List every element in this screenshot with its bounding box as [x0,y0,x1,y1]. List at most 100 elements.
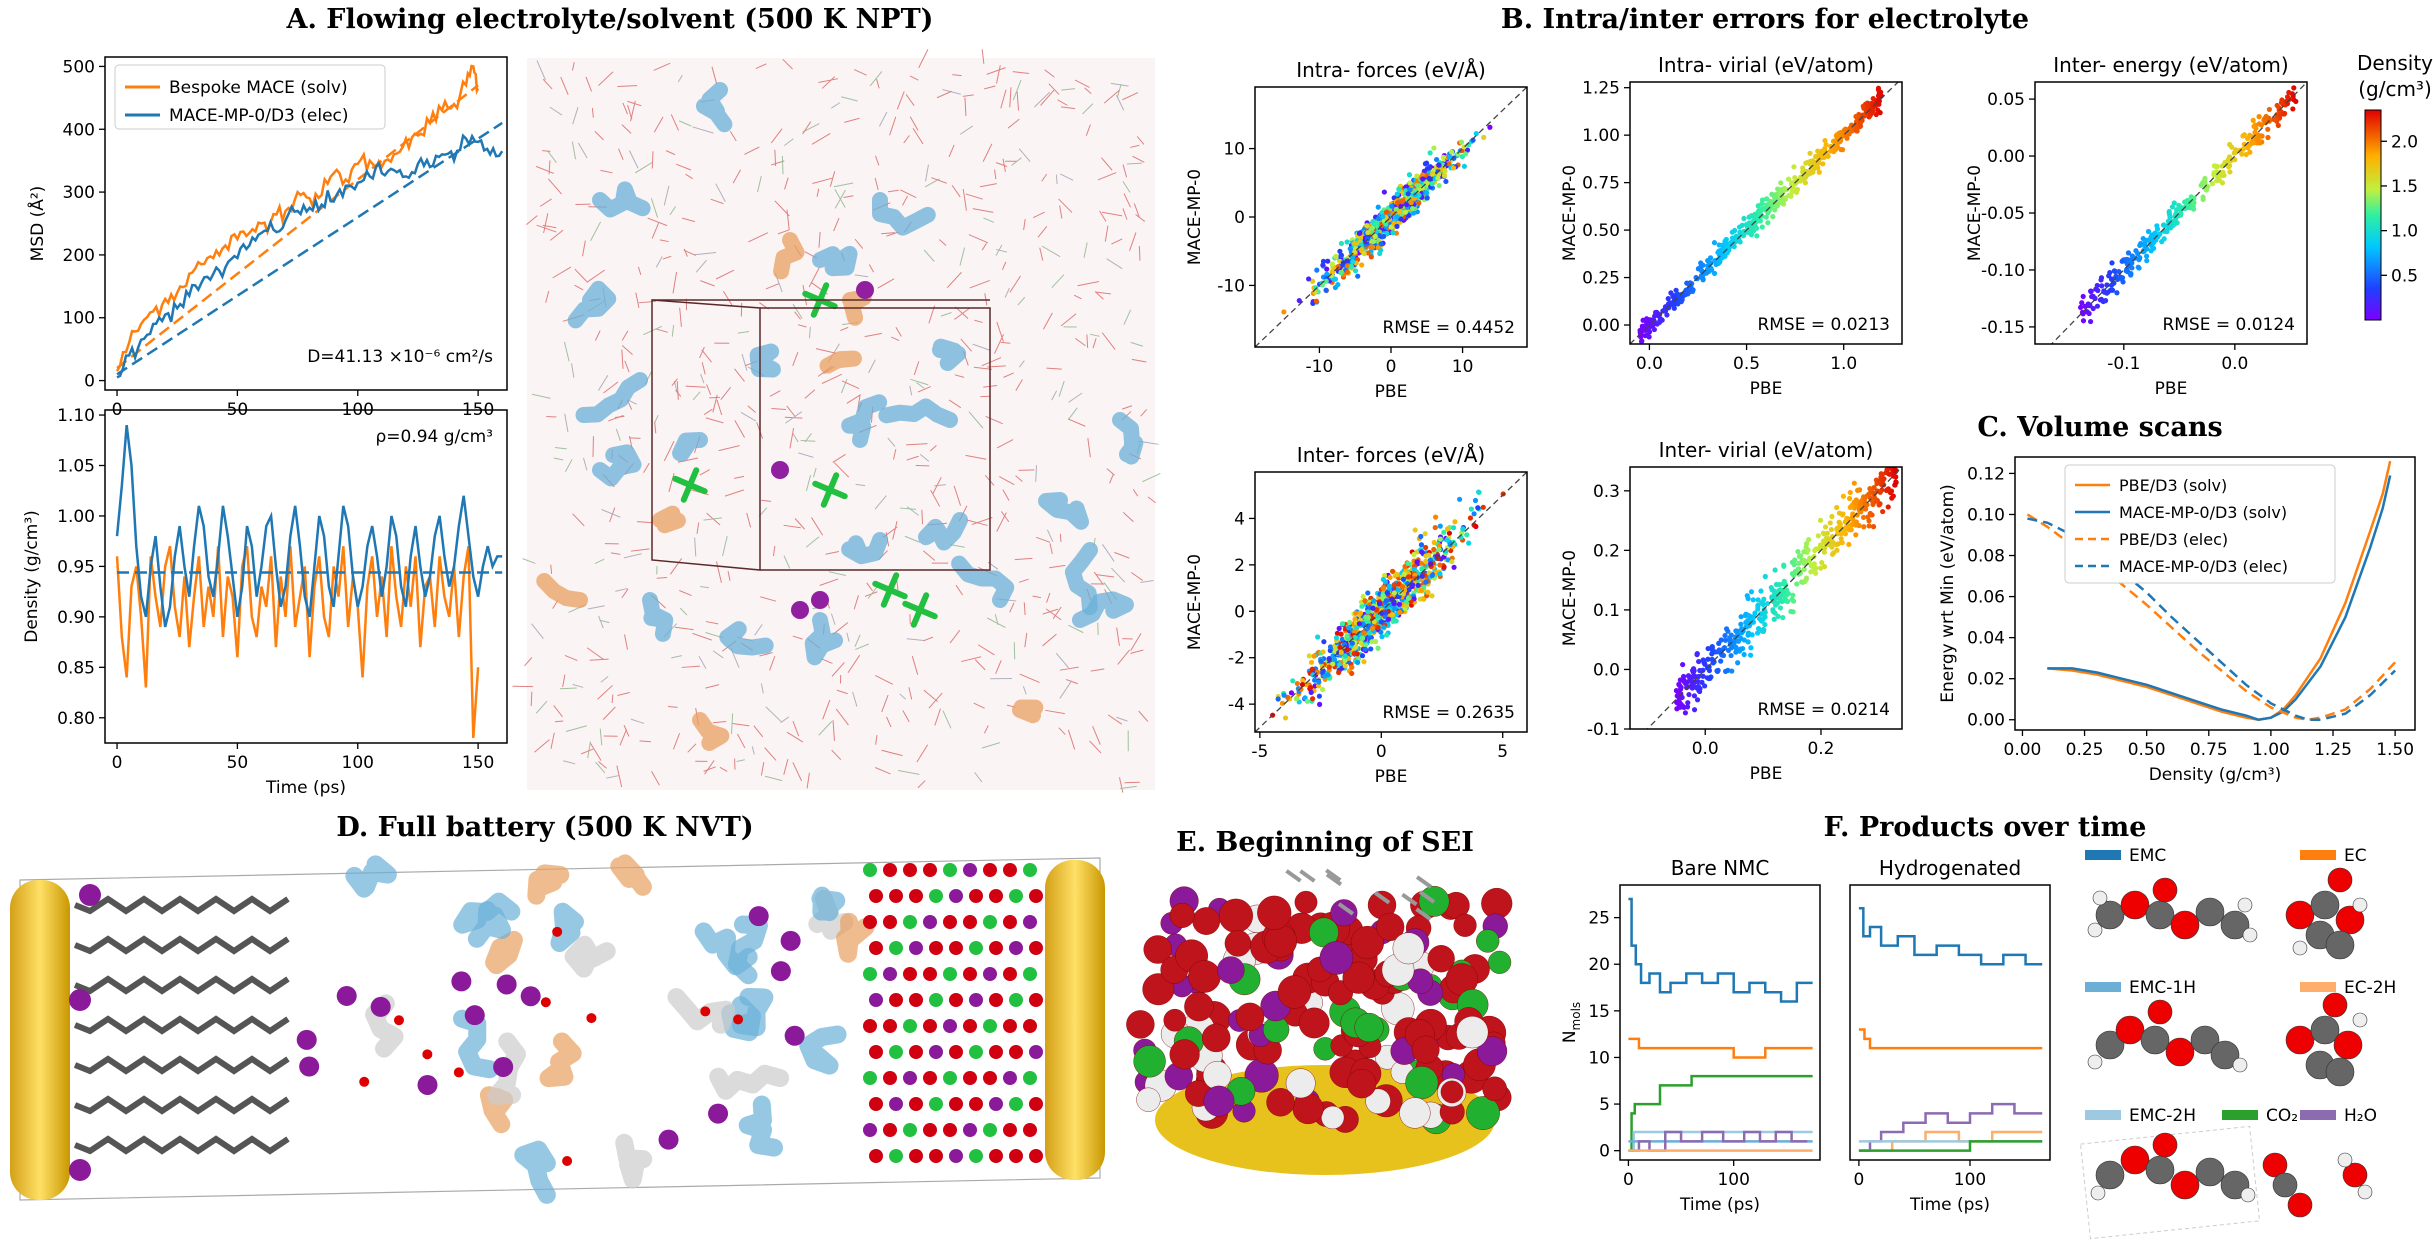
scatter-point [1840,493,1847,499]
colorbar-bar [2364,109,2382,321]
cathode-atom [1029,889,1043,903]
bond-line [769,390,781,397]
scatter-point [1783,598,1789,604]
bond-line [1048,83,1060,95]
scatter-point [1384,590,1390,596]
bond-line [705,621,719,625]
scatter-point [1867,510,1873,517]
scatter-point [1705,656,1711,662]
scatter-point [1788,608,1794,615]
scatter-point [1405,595,1411,601]
cathode-atom [903,1019,917,1033]
scatter-point [1373,220,1380,226]
bond-line [996,512,1007,532]
bond-line [748,232,769,243]
bond-line [1117,649,1130,665]
bond-line [1110,567,1126,583]
scatter-point [1791,572,1797,578]
bond-line [734,475,745,479]
scatter-point [1722,632,1728,639]
rmse-label: RMSE = 0.2635 [1382,703,1515,723]
bond-line [692,632,712,641]
bond-line [811,132,831,145]
scatter-point [1875,93,1882,99]
scatter-point [1436,183,1442,189]
bond-line [535,165,555,174]
bond-line [923,636,934,642]
y-axis-label: Nmols [1560,1002,1583,1043]
bond-line [1000,511,1010,523]
solvent-molecule-blob [652,505,686,534]
sei-atom [1192,907,1221,935]
cathode-atom [869,993,883,1007]
scatter-point [1722,668,1729,674]
scatter-point [1429,593,1435,599]
scatter-point [1526,452,1531,457]
bond-line [627,100,642,107]
bond-line [996,248,1008,253]
lithium-ion [451,971,472,992]
lithium-ion [496,974,517,995]
legend-swatch [2222,1110,2258,1120]
product-legend-item: CO₂ [2222,1106,2298,1126]
bond-line [866,582,873,591]
bond-line [1086,334,1089,348]
cathode-atom [989,1149,1003,1163]
bond-line [1095,291,1111,295]
legend-label: EC-2H [2344,978,2396,998]
y-tick-label: 0.10 [1967,505,2005,525]
cathode-atom [969,1149,983,1163]
scatter-point [1748,228,1754,234]
scatter-point [1700,277,1706,283]
cathode-atom [889,941,903,955]
scatter-point [1399,199,1405,205]
bond-line [806,772,810,789]
product-legend-item: EMC-2H [2085,1106,2196,1126]
sei-atom [1411,1035,1440,1064]
scatter-point [1355,659,1361,666]
cathode-atom [1023,1019,1037,1033]
cathode-atom [889,1149,903,1163]
scatter-point [2144,258,2150,264]
sei-atom [1440,1080,1464,1104]
bond-line [986,67,1006,75]
sei-atom [1482,1076,1507,1102]
x-tick-label: -10 [1306,357,1334,377]
bond-line [1049,564,1066,569]
y-tick-label: 0.04 [1967,629,2005,649]
scatter-point [1441,564,1447,570]
cathode-atom [909,941,923,955]
bond-line [609,507,616,523]
scatter-point [1881,482,1887,488]
scatter-point [1320,258,1327,264]
chart-density: 0 50 100 1500.800.850.900.951.001.051.10Tim… [22,406,508,798]
scatter-point [1698,267,1705,274]
carbon-atom [2145,1155,2175,1185]
sei-atom [1350,925,1385,960]
scatter-point [1399,583,1405,590]
scatter-point [1817,517,1824,523]
y-tick-label: 500 [63,57,95,77]
scatter-point [1733,634,1739,640]
scatter-point [1842,531,1849,537]
cathode-atom [989,1097,1003,1111]
bond-line [699,346,705,359]
scatter-point [1877,110,1883,116]
bond-line [594,558,605,564]
bond-line [599,619,610,624]
lithium-ion [811,591,829,609]
scatter-point [1338,649,1344,655]
bond-line [994,614,999,626]
scatter-point [1384,632,1390,638]
scatter-point [1306,276,1312,282]
scatter-point [1349,640,1355,646]
bond-line [804,433,812,443]
cathode-atom [863,915,877,929]
bond-line [624,634,628,650]
bond-line [792,762,803,782]
bond-line [910,378,929,386]
scatter-point [1819,559,1825,566]
lithium-ion [296,1029,317,1050]
oxygen-atom [586,1013,597,1024]
bond-line [841,96,858,102]
